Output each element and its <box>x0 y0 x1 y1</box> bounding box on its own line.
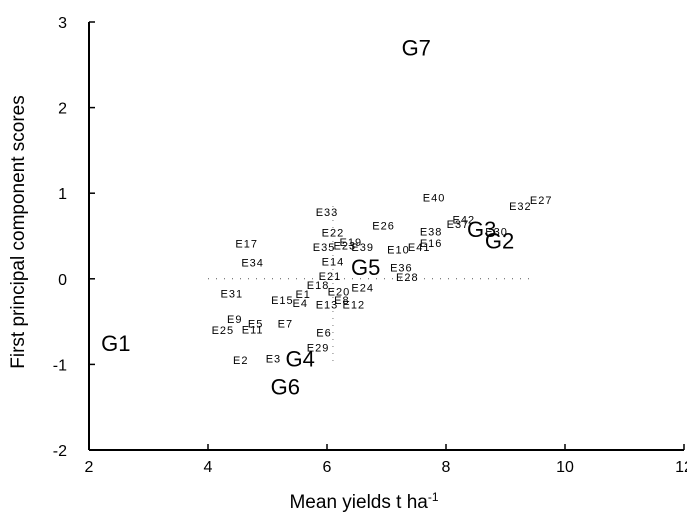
zero-reference-line <box>208 206 536 365</box>
environment-point-label: E30 <box>485 227 508 239</box>
environment-point-label: E27 <box>530 195 553 207</box>
genotype-point-label: G1 <box>101 331 130 356</box>
environment-point-label: E15 <box>271 295 294 307</box>
environment-point-label: E21 <box>319 271 342 283</box>
genotype-point-label: G5 <box>351 255 380 280</box>
environment-point-label: E14 <box>322 257 345 269</box>
environment-point-label: E42 <box>453 215 476 227</box>
environment-point-label: E39 <box>351 242 374 254</box>
y-tick-label: 2 <box>58 101 67 118</box>
x-axis-label: Mean yields t ha-1 <box>289 490 438 513</box>
environment-point-label: E11 <box>242 324 264 336</box>
environment-point-label: E23 <box>334 240 357 252</box>
environment-point-label: E4 <box>292 298 307 310</box>
x-tick-label: 6 <box>323 459 332 476</box>
y-tick-label: 0 <box>58 272 67 289</box>
environment-point-label: E28 <box>396 272 419 284</box>
environment-point-label: E3 <box>266 353 281 365</box>
y-axis-label: First principal component scores <box>8 95 29 369</box>
environment-point-label: E10 <box>387 245 410 257</box>
environment-point-label: E13 <box>316 299 339 311</box>
environment-point-label: E5 <box>248 318 263 330</box>
environment-point-label: E34 <box>241 258 264 270</box>
environment-point-label: E1 <box>295 289 310 301</box>
environment-point-label: E18 <box>307 280 330 292</box>
environment-point-label: E22 <box>322 228 345 240</box>
axes <box>88 22 684 451</box>
environment-point-label: E17 <box>235 239 258 251</box>
environment-point-label: E9 <box>227 314 242 326</box>
environment-point-label: E12 <box>342 299 365 311</box>
environment-point-label: E16 <box>420 238 443 250</box>
genotype-point-label: G6 <box>271 375 300 400</box>
environment-point-label: E33 <box>316 207 339 219</box>
y-tick-label: -1 <box>53 357 67 374</box>
y-tick-label: 1 <box>58 186 67 203</box>
environment-point-label: E6 <box>316 328 331 340</box>
environment-point-label: E37 <box>447 219 470 231</box>
environment-point-label: E31 <box>221 288 244 300</box>
environment-point-label: E38 <box>420 227 443 239</box>
x-tick-label: 8 <box>442 459 451 476</box>
environment-point-label: E7 <box>278 318 293 330</box>
environment-point-label: E25 <box>212 325 235 337</box>
environment-point-label: E20 <box>328 287 351 299</box>
environment-point-label: E35 <box>313 242 336 254</box>
x-tick-label: 12 <box>675 459 687 476</box>
environment-point-label: E26 <box>372 221 395 233</box>
environment-point-label: E41 <box>408 242 431 254</box>
environment-point-label: E29 <box>307 342 330 354</box>
x-tick-label: 4 <box>204 459 213 476</box>
x-tick-label: 2 <box>85 459 94 476</box>
genotype-point-label: G7 <box>402 36 431 61</box>
environment-point-label: E19 <box>340 237 363 249</box>
environment-point-label: E32 <box>509 201 532 213</box>
genotype-point-label: G3 <box>467 217 496 242</box>
environment-point-label: E24 <box>351 282 374 294</box>
y-tick-label: -2 <box>53 443 67 460</box>
genotype-point-label: G2 <box>485 228 514 253</box>
environment-point-label: E2 <box>233 355 248 367</box>
x-tick-label: 10 <box>556 459 574 476</box>
y-tick-label: 3 <box>58 15 67 32</box>
environment-point-label: E40 <box>423 192 446 204</box>
environment-point-label: E36 <box>390 263 413 275</box>
genotype-point-label: G4 <box>286 346 315 371</box>
environment-point-label: E8 <box>334 295 349 307</box>
